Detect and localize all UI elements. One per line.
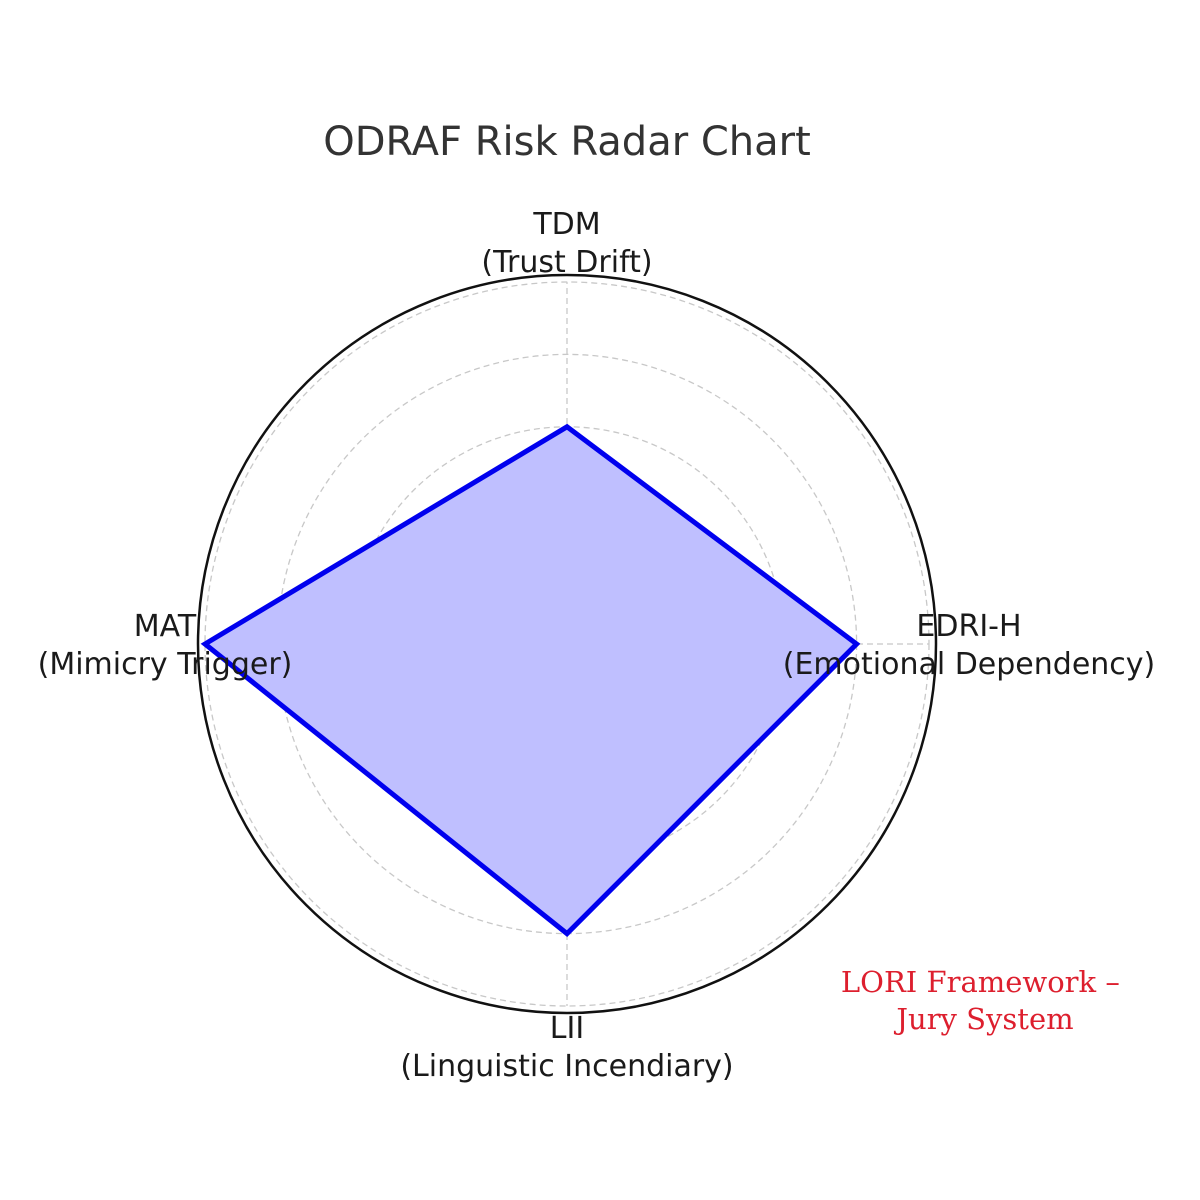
axis-label-mat: MAT (Mimicry Trigger) [38,609,293,682]
axis-name: MAT [134,609,197,644]
series-line-1 [200,423,861,937]
axis-subtitle: (Linguistic Incendiary) [400,1049,733,1084]
axis-labels: TDM (Trust Drift) EDRI-H (Emotional Depende… [38,207,1156,1084]
axis-name: LII [550,1011,584,1046]
axis-label-edri-h: EDRI-H (Emotional Dependency) [783,609,1156,682]
series-area-1 [205,426,857,934]
axis-label-lii: LII (Linguistic Incendiary) [400,1011,733,1084]
axis-label-tdm: TDM (Trust Drift) [481,207,652,280]
axis-subtitle: (Trust Drift) [481,245,652,280]
outer-ring [196,273,938,1015]
axis-name: TDM [532,207,600,242]
chart-title: ODRAF Risk Radar Chart [323,119,811,165]
axis-subtitle: (Emotional Dependency) [783,647,1156,682]
series-layer [200,423,861,937]
annotation-line-2: Jury System [893,1002,1073,1036]
axis-subtitle: (Mimicry Trigger) [38,647,293,682]
annotation-line-1: LORI Framework – [841,965,1120,999]
framework-annotation: LORI Framework – Jury System [841,965,1129,1036]
axis-name: EDRI-H [916,609,1021,644]
